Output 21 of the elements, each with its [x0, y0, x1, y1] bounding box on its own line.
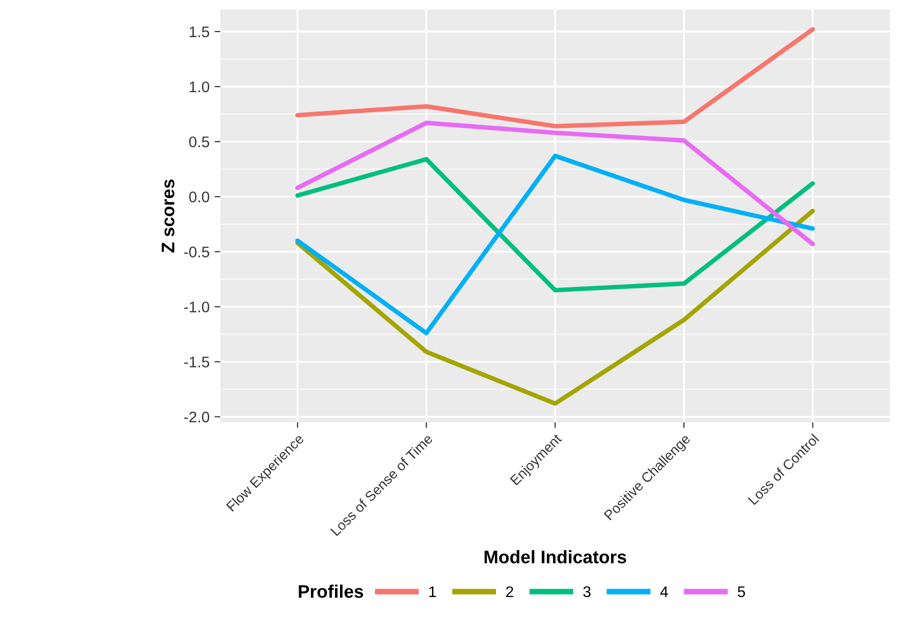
- y-tick-label: -0.5: [184, 246, 210, 258]
- legend-label: 1: [429, 586, 436, 597]
- y-tick-label: 0.0: [189, 192, 210, 202]
- y-tick-label: -2.0: [184, 412, 210, 422]
- y-tick-label: 1.0: [190, 81, 210, 92]
- legend-title: Profiles: [298, 584, 364, 598]
- x-axis-title: Model Indicators: [484, 550, 626, 564]
- legend-label: 4: [660, 586, 668, 597]
- y-tick-label: -1.0: [184, 302, 210, 312]
- y-tick-label: 1.5: [190, 26, 210, 38]
- y-axis-title: Z scores: [162, 180, 174, 252]
- line-series: [295, 208, 815, 406]
- y-tick-label: -1.5: [184, 356, 210, 368]
- line-series: [295, 154, 815, 336]
- legend-label: 2: [506, 586, 514, 597]
- legend-label: 5: [738, 586, 746, 598]
- line-series: [295, 27, 815, 128]
- y-tick-label: 0.5: [189, 136, 210, 148]
- line-series: [295, 156, 815, 292]
- legend-label: 3: [583, 586, 590, 598]
- line-series: [295, 120, 815, 246]
